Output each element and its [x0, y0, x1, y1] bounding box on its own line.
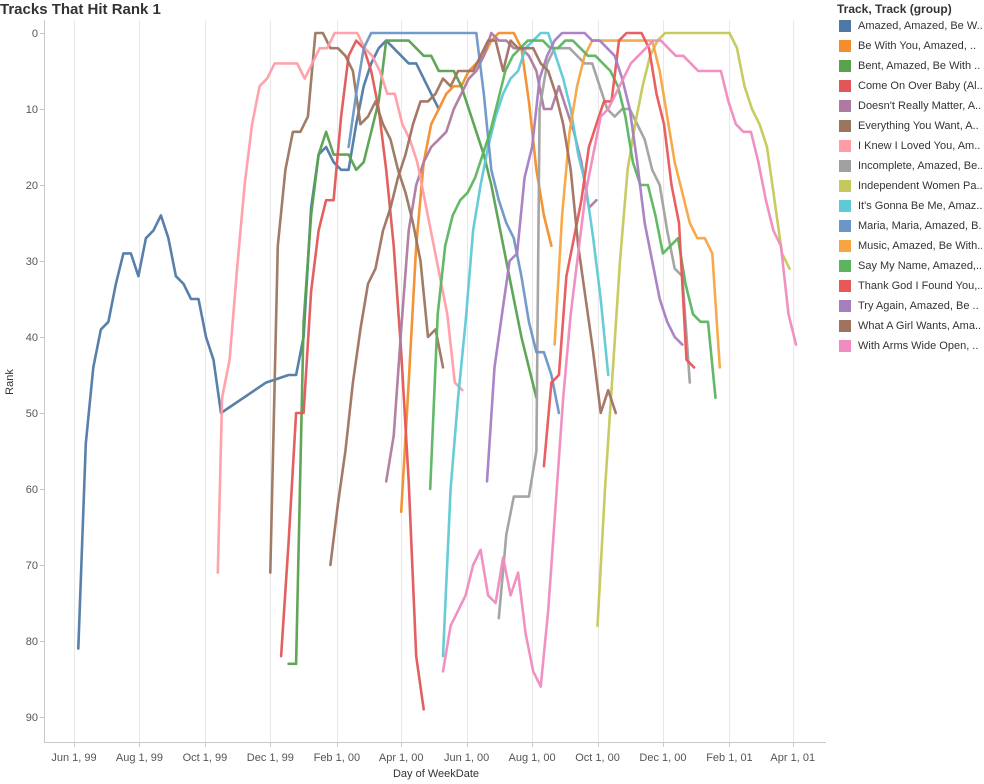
- legend-label: Be With You, Amazed, ..: [858, 39, 977, 52]
- legend-item[interactable]: Be With You, Amazed, ..: [839, 37, 984, 54]
- legend-swatch: [839, 79, 851, 92]
- series-line: [428, 39, 717, 491]
- series-line: [216, 31, 464, 574]
- legend-swatch: [839, 319, 851, 332]
- series-line: [441, 39, 798, 688]
- legend-item[interactable]: Come On Over Baby (Al..: [839, 77, 984, 94]
- series-line: [347, 31, 561, 415]
- y-tick-label: 80: [26, 636, 38, 648]
- legend-label: Independent Women Pa..: [858, 179, 982, 192]
- legend-item[interactable]: Try Again, Amazed, Be ..: [839, 297, 984, 314]
- legend-swatch: [839, 279, 851, 292]
- series-line: [485, 31, 684, 483]
- legend-label: What A Girl Wants, Ama..: [858, 319, 982, 332]
- x-tick-label: Apr 1, 01: [770, 752, 815, 764]
- legend-label: Try Again, Amazed, Be ..: [858, 299, 979, 312]
- tick-labels: Jun 1, 99 Aug 1, 99 Oct 1, 99 Dec 1, 99 Feb …: [26, 28, 815, 764]
- line-chart: Jun 1, 99 Aug 1, 99 Oct 1, 99 Dec 1, 99 Feb …: [4, 20, 826, 780]
- legend-swatch: [839, 59, 851, 72]
- legend-item[interactable]: Doesn't Really Matter, A..: [839, 97, 984, 114]
- legend-item[interactable]: With Arms Wide Open, ..: [839, 337, 984, 354]
- y-tick-label: 10: [26, 104, 38, 116]
- legend-item[interactable]: Say My Name, Amazed,..: [839, 257, 984, 274]
- series-line: [497, 46, 692, 620]
- legend-item[interactable]: Independent Women Pa..: [839, 177, 984, 194]
- x-tick-label: Dec 1, 99: [247, 752, 294, 764]
- x-tick-label: Oct 1, 00: [575, 752, 620, 764]
- legend-item[interactable]: It's Gonna Be Me, Amaz..: [839, 197, 984, 214]
- legend-label: It's Gonna Be Me, Amaz..: [858, 199, 982, 212]
- y-tick-label: 70: [26, 560, 38, 572]
- y-axis-title: Rank: [4, 369, 16, 395]
- legend-item[interactable]: Music, Amazed, Be With..: [839, 237, 984, 254]
- legend-item[interactable]: Incomplete, Amazed, Be..: [839, 157, 984, 174]
- axes: [40, 20, 826, 747]
- legend-label: Music, Amazed, Be With..: [858, 239, 982, 252]
- x-tick-label: Jun 1, 99: [51, 752, 96, 764]
- legend-swatch: [839, 219, 851, 232]
- legend-item[interactable]: Bent, Amazed, Be With ..: [839, 57, 984, 74]
- legend-swatch: [839, 119, 851, 132]
- legend-label: Come On Over Baby (Al..: [858, 79, 982, 92]
- legend-item[interactable]: Maria, Maria, Amazed, B..: [839, 217, 984, 234]
- x-tick-label: Aug 1, 99: [116, 752, 163, 764]
- legend-swatch: [839, 299, 851, 312]
- legend-label: Amazed, Amazed, Be W...: [858, 19, 982, 32]
- legend-swatch: [839, 239, 851, 252]
- legend-label: Everything You Want, A..: [858, 119, 979, 132]
- legend-label: With Arms Wide Open, ..: [858, 339, 979, 352]
- legend-label: Doesn't Really Matter, A..: [858, 99, 982, 112]
- legend-swatch: [839, 159, 851, 172]
- x-tick-label: Feb 1, 01: [706, 752, 752, 764]
- legend-swatch: [839, 199, 851, 212]
- y-tick-label: 60: [26, 484, 38, 496]
- legend-item[interactable]: Amazed, Amazed, Be W...: [839, 17, 984, 34]
- legend-item[interactable]: Everything You Want, A..: [839, 117, 984, 134]
- x-tick-label: Dec 1, 00: [639, 752, 686, 764]
- x-tick-label: Jun 1, 00: [444, 752, 489, 764]
- chart-title: Tracks That Hit Rank 1: [0, 1, 161, 18]
- y-tick-label: 0: [32, 28, 38, 40]
- y-tick-label: 30: [26, 256, 38, 268]
- y-tick-label: 20: [26, 180, 38, 192]
- legend-swatch: [839, 339, 851, 352]
- legend-title: Track, Track (group): [837, 2, 952, 16]
- y-tick-label: 90: [26, 712, 38, 724]
- series-line: [399, 31, 553, 514]
- legend-swatch: [839, 39, 851, 52]
- legend-label: I Knew I Loved You, Am..: [858, 139, 981, 152]
- legend-swatch: [839, 19, 851, 32]
- legend-swatch: [839, 259, 851, 272]
- legend-item[interactable]: Thank God I Found You,..: [839, 277, 984, 294]
- legend-swatch: [839, 179, 851, 192]
- series-line: [553, 39, 722, 369]
- legend-swatch: [839, 99, 851, 112]
- legend-item[interactable]: I Knew I Loved You, Am..: [839, 137, 984, 154]
- legend-swatch: [839, 139, 851, 152]
- legend-label: Thank God I Found You,..: [858, 279, 982, 292]
- legend-label: Bent, Amazed, Be With ..: [858, 59, 981, 72]
- legend-label: Say My Name, Amazed,..: [858, 259, 982, 272]
- series-line: [596, 31, 791, 628]
- x-tick-label: Feb 1, 00: [314, 752, 360, 764]
- legend-label: Incomplete, Amazed, Be..: [858, 159, 982, 172]
- x-tick-label: Aug 1, 00: [509, 752, 556, 764]
- legend-item[interactable]: What A Girl Wants, Ama..: [839, 317, 984, 334]
- y-tick-label: 50: [26, 408, 38, 420]
- series-lines: [77, 31, 798, 711]
- series-line: [287, 39, 538, 666]
- series-line: [384, 31, 598, 483]
- series-line: [77, 39, 441, 650]
- x-tick-label: Apr 1, 00: [379, 752, 424, 764]
- x-axis-title: Day of WeekDate: [393, 768, 479, 780]
- y-tick-label: 40: [26, 332, 38, 344]
- legend-label: Maria, Maria, Amazed, B..: [858, 219, 982, 232]
- series-line: [329, 39, 618, 567]
- x-tick-label: Oct 1, 99: [183, 752, 228, 764]
- series-line: [542, 31, 696, 468]
